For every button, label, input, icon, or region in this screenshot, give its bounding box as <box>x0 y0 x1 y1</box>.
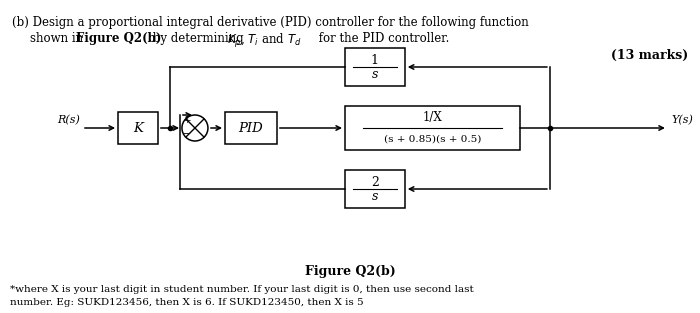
Text: s: s <box>372 69 378 81</box>
Text: *where X is your last digit in student number. If your last digit is 0, then use: *where X is your last digit in student n… <box>10 285 474 294</box>
Text: for the PID controller.: for the PID controller. <box>315 32 449 45</box>
Text: $K_p$, $T_i$ and $T_d$: $K_p$, $T_i$ and $T_d$ <box>227 32 302 50</box>
Text: s: s <box>372 191 378 203</box>
Bar <box>345 48 405 86</box>
Text: −: − <box>183 129 191 139</box>
Text: Y(s): Y(s) <box>672 115 694 125</box>
Bar <box>345 170 405 208</box>
Bar <box>345 106 520 150</box>
Text: shown in: shown in <box>30 32 87 45</box>
Bar <box>225 112 277 144</box>
Text: number. Eg: SUKD123456, then X is 6. If SUKD123450, then X is 5: number. Eg: SUKD123456, then X is 6. If … <box>10 298 363 307</box>
Bar <box>118 112 158 144</box>
Text: PID: PID <box>239 121 263 135</box>
Text: +: + <box>183 116 190 125</box>
Text: R(s): R(s) <box>57 115 80 125</box>
Text: 1: 1 <box>371 54 379 66</box>
Text: by determining: by determining <box>149 32 247 45</box>
Text: (13 marks): (13 marks) <box>610 49 688 62</box>
Circle shape <box>182 115 208 141</box>
Text: 2: 2 <box>371 176 379 188</box>
Text: (b) Design a proportional integral derivative (PID) controller for the following: (b) Design a proportional integral deriv… <box>12 16 528 29</box>
Text: K: K <box>133 121 143 135</box>
Text: Figure Q2(b): Figure Q2(b) <box>304 264 395 278</box>
Text: (s + 0.85)(s + 0.5): (s + 0.85)(s + 0.5) <box>384 135 481 143</box>
Text: Figure Q2(b): Figure Q2(b) <box>76 32 162 45</box>
Text: 1/X: 1/X <box>423 111 442 125</box>
